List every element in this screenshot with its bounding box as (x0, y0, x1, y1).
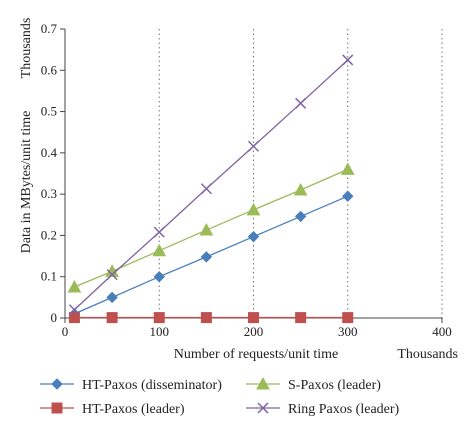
y-tick-label: 0.1 (41, 269, 57, 284)
data-point-ht-paxos-leader (295, 312, 307, 324)
cross-stroke (200, 183, 212, 195)
data-point-ht-paxos-disseminator (342, 190, 354, 202)
data-point-s-paxos-leader (67, 279, 82, 293)
legend-item-ring-paxos-leader: Ring Paxos (leader) (246, 402, 400, 417)
legend-label: S-Paxos (leader) (288, 378, 381, 393)
legend-item-s-paxos-leader: S-Paxos (leader) (246, 376, 381, 393)
data-point-ht-paxos-leader (200, 312, 212, 324)
data-point-ring-paxos-leader (68, 304, 80, 316)
legend-marker (256, 376, 270, 390)
y-tick-label: 0.7 (41, 21, 58, 36)
series-layer (67, 54, 355, 324)
legend-item-ht-paxos-leader: HT-Paxos (leader) (40, 402, 185, 417)
grid (158, 29, 443, 318)
cross-stroke (153, 226, 165, 238)
data-point-ht-paxos-disseminator (200, 251, 213, 263)
cross-stroke (295, 97, 307, 109)
x-tick-label: 400 (432, 324, 452, 339)
legend-label: HT-Paxos (leader) (82, 402, 185, 417)
data-point-ht-paxos-disseminator (294, 210, 307, 223)
legend-label: Ring Paxos (leader) (288, 402, 400, 417)
y-tick-label: 0 (51, 310, 58, 325)
data-point-ht-paxos-disseminator (106, 291, 118, 304)
cross-stroke (68, 304, 80, 316)
data-point-ht-paxos-leader (153, 312, 165, 324)
legend-item-ht-paxos-disseminator: HT-Paxos (disseminator) (40, 378, 222, 393)
data-point-ring-paxos-leader (200, 183, 212, 195)
y-tick-label: 0.5 (41, 104, 57, 119)
legend-marker (257, 402, 269, 414)
y-tick-labels: 0 0.1 0.2 0.3 0.4 0.5 0.6 0.7 (41, 21, 58, 325)
data-point-ring-paxos-leader (342, 54, 354, 66)
data-point-ht-paxos-leader (342, 312, 354, 324)
y-unit-label: Thousands (19, 18, 34, 79)
x-axis-title: Number of requests/unit time (174, 347, 338, 362)
series-line-s-paxos-leader (74, 168, 349, 288)
x-tick-labels: 0 100 200 300 400 (62, 324, 452, 339)
cross-stroke (342, 54, 354, 66)
x-tick-label: 0 (62, 324, 69, 339)
data-point-ring-paxos-leader (247, 140, 260, 152)
y-axis-title: Data in MBytes/unit time (19, 111, 34, 254)
data-point-s-paxos-leader (293, 182, 308, 196)
cross-stroke (257, 402, 269, 414)
data-point-s-paxos-leader (246, 202, 261, 216)
data-point-ht-paxos-leader (106, 312, 118, 324)
cross-stroke (106, 269, 118, 281)
y-tick-label: 0.6 (41, 62, 58, 77)
x-tick-label: 300 (338, 324, 358, 339)
x-tick-label: 100 (150, 324, 170, 339)
y-tick-label: 0.2 (41, 227, 57, 242)
data-point-ht-paxos-leader (248, 312, 259, 324)
legend: HT-Paxos (disseminator) S-Paxos (leader) H… (40, 376, 400, 417)
legend-label: HT-Paxos (disseminator) (82, 378, 222, 393)
data-point-ht-paxos-leader (68, 312, 80, 324)
data-point-ring-paxos-leader (106, 269, 118, 281)
x-tick-label: 200 (244, 324, 264, 339)
data-point-s-paxos-leader (152, 243, 167, 257)
data-point-ht-paxos-disseminator (153, 271, 165, 283)
data-point-ht-paxos-disseminator (247, 230, 260, 243)
x-unit-label: Thousands (397, 347, 458, 362)
legend-marker (51, 402, 63, 414)
data-point-s-paxos-leader (340, 162, 355, 175)
y-tick-label: 0.4 (41, 145, 58, 160)
y-tick-label: 0.3 (41, 186, 57, 201)
data-point-s-paxos-leader (199, 223, 214, 236)
data-point-ring-paxos-leader (295, 97, 307, 109)
cross-stroke (247, 140, 260, 152)
legend-marker (51, 378, 63, 390)
data-point-ring-paxos-leader (153, 226, 165, 238)
